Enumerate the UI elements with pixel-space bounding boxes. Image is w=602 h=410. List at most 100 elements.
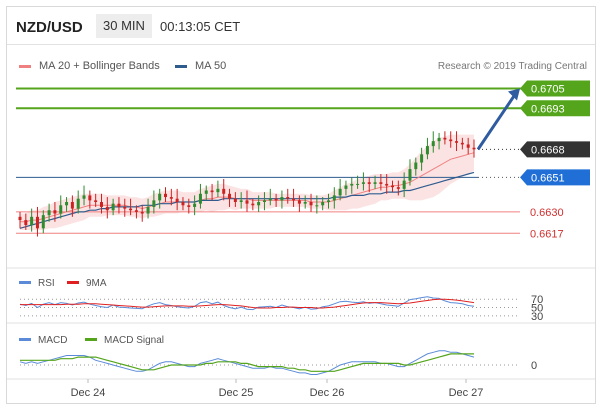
candle	[274, 193, 278, 207]
candle	[443, 131, 447, 145]
bollinger-band-layer	[20, 134, 474, 230]
candle-body	[158, 193, 162, 201]
candle	[233, 192, 237, 207]
macd-panel: 0	[19, 350, 537, 375]
candle	[344, 180, 348, 196]
candle	[169, 188, 173, 206]
level-tag-0.6651	[520, 169, 590, 186]
candle	[367, 177, 371, 193]
candle-body	[385, 183, 389, 186]
candle	[222, 178, 226, 201]
candle	[146, 198, 150, 219]
candle	[105, 197, 109, 219]
legend-item-ma50: MA 50	[175, 60, 226, 72]
candle	[65, 197, 69, 212]
candle	[129, 198, 133, 216]
candle	[303, 195, 307, 209]
candle	[297, 195, 301, 212]
level-tags-layer: 0.6705 0.6693 0.6668 0.6651 0.6630 0.6617	[520, 80, 590, 240]
candle	[88, 190, 92, 209]
rsi-tick-label: 30	[531, 311, 543, 323]
candle	[30, 208, 34, 232]
candle-body	[251, 203, 255, 206]
candle-body	[361, 182, 365, 184]
candle-body	[396, 187, 400, 189]
candle-body	[420, 154, 424, 163]
candle-body	[152, 200, 156, 207]
legend-item-ma20: MA 20 + Bollinger Bands	[19, 60, 160, 72]
candle-body	[222, 188, 226, 194]
candle-body	[274, 198, 278, 201]
candle-body	[94, 200, 98, 203]
candle	[99, 193, 103, 214]
candle-body	[47, 210, 51, 216]
candle	[117, 197, 121, 214]
candle-body	[297, 200, 301, 204]
candle	[123, 198, 127, 217]
candle-body	[164, 193, 168, 198]
candle	[309, 193, 313, 212]
level-label-0.6705: 0.6705	[531, 84, 565, 96]
candle	[350, 177, 354, 194]
rsi9ma-swatch	[67, 281, 79, 284]
candle	[280, 190, 284, 209]
macd-swatch	[19, 338, 31, 341]
projection-arrowhead	[508, 88, 520, 101]
macd-signal-line	[20, 353, 474, 372]
candle-body	[245, 200, 249, 204]
rsi-swatch	[19, 281, 31, 284]
candle-body	[233, 198, 237, 203]
level-label-0.6693: 0.6693	[531, 103, 565, 115]
candle	[47, 203, 51, 222]
candle-body	[437, 137, 441, 142]
candle	[268, 188, 272, 206]
level-tag-0.6705	[520, 80, 590, 97]
candle	[326, 193, 330, 209]
level-label-0.6651: 0.6651	[531, 172, 565, 184]
x-tick-label: Dec 25	[219, 387, 254, 399]
candle	[82, 185, 86, 206]
candle-body	[198, 193, 202, 204]
candle-body	[169, 197, 173, 199]
candle-body	[18, 216, 22, 221]
candle	[466, 137, 470, 155]
candle-body	[338, 188, 342, 196]
candle-body	[82, 195, 86, 199]
macd-tick-label: 0	[531, 360, 537, 372]
copyright-text: Research © 2019 Trading Central	[437, 61, 587, 72]
candle-body	[30, 216, 34, 226]
candle	[59, 195, 63, 219]
candle-body	[239, 200, 243, 203]
timeframe-button[interactable]: 30 MIN	[96, 14, 152, 38]
candle	[321, 197, 325, 211]
candle	[315, 195, 319, 214]
candle-body	[408, 169, 412, 181]
candle-body	[181, 202, 185, 206]
candle	[262, 192, 266, 211]
candle	[361, 172, 365, 191]
rsi-label: RSI	[38, 278, 55, 289]
candle-body	[228, 193, 232, 199]
ma50-label: MA 50	[195, 60, 227, 72]
candle	[420, 147, 424, 171]
candle	[455, 131, 459, 152]
candle-body	[455, 141, 459, 143]
candle	[245, 190, 249, 212]
candle-body	[140, 211, 144, 214]
candle	[239, 192, 243, 209]
candle	[152, 190, 156, 214]
candle	[111, 198, 115, 216]
candle	[286, 188, 290, 204]
candle	[140, 205, 144, 222]
candle	[460, 137, 464, 150]
candle	[414, 157, 418, 176]
candle-body	[35, 216, 39, 229]
candle-body	[443, 137, 447, 140]
rsi-line	[19, 296, 475, 311]
candle-body	[59, 205, 63, 214]
candle	[437, 132, 441, 150]
level-tag-0.6668	[520, 141, 590, 158]
macd-signal-label: MACD Signal	[104, 335, 164, 346]
candle-body	[286, 197, 290, 199]
candle	[356, 175, 360, 189]
